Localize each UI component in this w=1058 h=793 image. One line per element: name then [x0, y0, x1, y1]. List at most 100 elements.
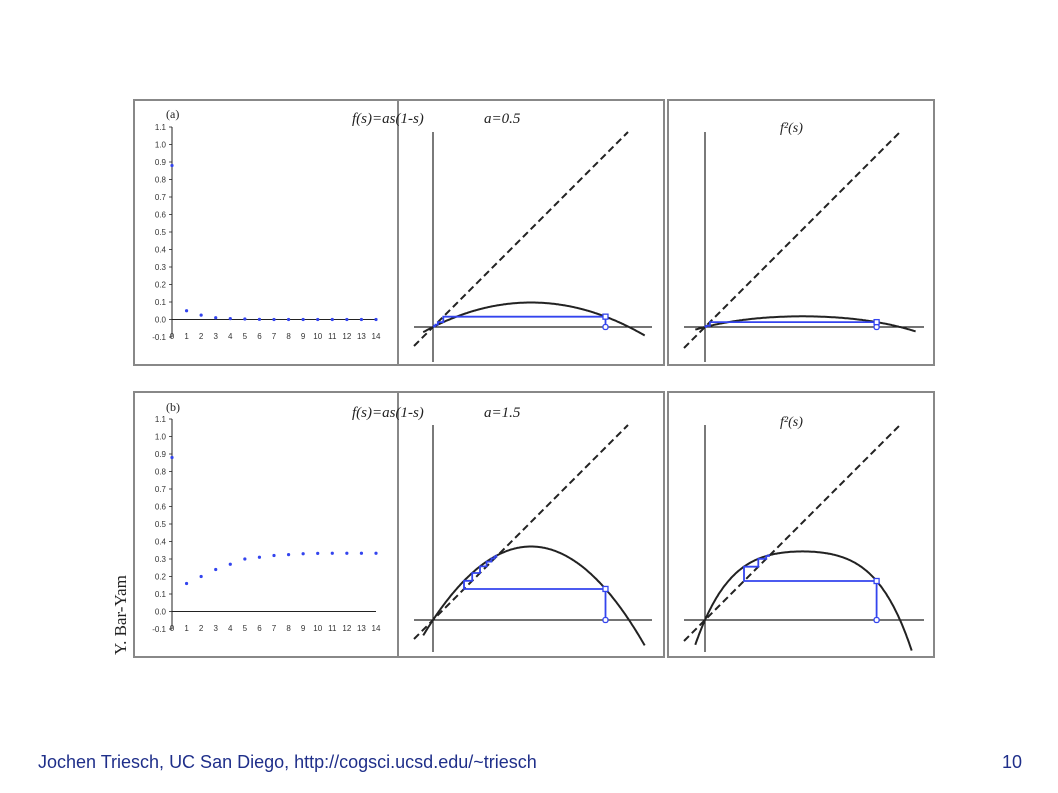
- panel-b-timeseries-x-tick-label: 3: [213, 624, 218, 633]
- panel-b-timeseries-x-tick-label: 0: [170, 624, 175, 633]
- panel-b-map-cobweb-path: [463, 554, 607, 620]
- panel-a-timeseries-data-point: [184, 309, 189, 313]
- panel-a-timeseries-data-point: [374, 317, 378, 322]
- panel-b-timeseries-y-tick-label: 0.7: [155, 485, 167, 494]
- panel-a-timeseries-data-point: [170, 163, 174, 168]
- panel-b-param: a=1.5: [484, 405, 521, 421]
- panel-a-f2-label: f²(s): [780, 121, 803, 136]
- panel-b-map-start-marker: [602, 616, 609, 624]
- panel-a-timeseries-frame: [133, 99, 399, 366]
- panel-a-timeseries-data-point: [330, 317, 334, 322]
- panel-b-timeseries-y-tick-label: 0.0: [155, 608, 167, 617]
- panel-a-timeseries-x-tick-label: 2: [199, 332, 204, 341]
- panel-b-timeseries-y-tick-label: 0.2: [155, 573, 167, 582]
- panel-a-f2-identity-line: [683, 131, 901, 349]
- panel-b-timeseries-data-point: [330, 551, 334, 555]
- panel-a-timeseries-y-tick-label: 0.2: [155, 281, 167, 290]
- panel-b-timeseries-x-tick-label: 9: [301, 624, 306, 633]
- author-credit-text: Y. Bar-Yam: [111, 575, 130, 655]
- panel-b-timeseries-y-tick-label: 1.1: [155, 415, 167, 424]
- panel-a-map-cobweb-path: [432, 315, 607, 328]
- panel-a-f2-cobweb-path: [704, 321, 878, 328]
- panel-b-timeseries-data-point: [184, 581, 189, 586]
- panel-a-timeseries-data-point: [214, 316, 218, 320]
- panel-b-timeseries-y-tick-label: -0.1: [152, 625, 166, 634]
- panel-b-timeseries-x-tick-label: 8: [286, 624, 291, 633]
- panel-b-timeseries-data-point: [286, 553, 291, 557]
- panel-b-timeseries-y-tick-label: 0.9: [155, 450, 167, 459]
- panel-b-map-first-iterate-marker: [602, 585, 609, 593]
- panel-a-timeseries-y-tick-label: 0.0: [155, 316, 167, 325]
- panel-b-timeseries-data-point: [345, 551, 349, 555]
- author-credit: Y. Bar-Yam: [111, 575, 130, 655]
- panel-b-timeseries-data-point: [228, 562, 232, 566]
- panel-a-timeseries-x-tick-label: 4: [228, 332, 233, 341]
- panel-b-timeseries-data-point: [301, 552, 305, 556]
- panel-a-timeseries-x-tick-label: 8: [286, 332, 291, 341]
- panel-a-timeseries-x-tick-label: 7: [272, 332, 277, 341]
- panel-a-timeseries-data-point: [359, 317, 364, 322]
- panel-b-timeseries-x-tick-label: 5: [243, 624, 248, 633]
- panel-b-timeseries-y-tick-label: 0.5: [155, 520, 167, 529]
- panel-a-timeseries-y-tick-label: 0.5: [155, 228, 167, 237]
- panel-b-equation: f(s)=as(1-s): [352, 405, 424, 421]
- panel-a-timeseries-y-tick-label: 1.0: [155, 141, 167, 150]
- panel-a-timeseries-x-tick-label: 13: [357, 332, 366, 341]
- plots-layer: 1.1 1.0 0.9 0.8 0.7 0.6 0.5 0.4 0.3 0.2 0.1 0.0 -0.1…: [152, 123, 924, 652]
- panel-b-timeseries-data-point: [316, 551, 320, 556]
- panel-a-label: (a): [166, 107, 179, 121]
- panel-a-timeseries-x-tick-label: 1: [184, 332, 189, 341]
- panel-a-f2-first-iterate-marker: [873, 318, 880, 326]
- panel-b-label: (b): [166, 400, 180, 414]
- panel-b-f2-start-marker: [873, 616, 880, 624]
- panel-b-timeseries-data-point: [199, 574, 203, 579]
- panel-a-timeseries-y-tick-label: -0.1: [152, 333, 166, 342]
- panel-b-timeseries-y-tick-label: 0.8: [155, 468, 167, 477]
- panel-b-timeseries-data-point: [214, 567, 218, 572]
- panel-a-timeseries-data-point: [199, 313, 203, 317]
- panel-b-f2-first-iterate-marker: [873, 577, 880, 585]
- panel-b-timeseries-x-tick-label: 2: [199, 624, 204, 633]
- panel-a-timeseries-x-tick-label: 14: [372, 332, 381, 341]
- panel-b-map-frame: [397, 391, 665, 658]
- panel-a-timeseries-data-point: [345, 317, 349, 322]
- panel-a-param: a=0.5: [484, 111, 521, 127]
- panel-b-timeseries-data-point: [374, 551, 378, 555]
- panel-a-timeseries-y-tick-label: 0.8: [155, 176, 167, 185]
- panel-b-timeseries-y-tick-label: 0.4: [155, 538, 167, 547]
- panel-a-timeseries-data-point: [272, 317, 276, 322]
- panel-a-map-start-marker: [602, 323, 609, 331]
- panel-b-timeseries-data-point: [272, 553, 276, 558]
- panel-a-timeseries-x-tick-label: 11: [328, 332, 337, 341]
- panel-b-timeseries-y-tick-label: 0.1: [155, 590, 167, 599]
- panel-a-timeseries-x-tick-label: 5: [243, 332, 248, 341]
- footer-text: Jochen Triesch, UC San Diego, http://cog…: [38, 752, 537, 772]
- panel-b-f2-identity-line: [683, 424, 901, 642]
- panel-a-equation: f(s)=as(1-s): [352, 111, 424, 127]
- panel-b-map-identity-line: [413, 424, 629, 640]
- panel-b-timeseries-x-tick-label: 10: [313, 624, 322, 633]
- panel-a-timeseries-x-tick-label: 10: [313, 332, 322, 341]
- panel-a-timeseries-y-tick-label: 0.9: [155, 158, 167, 167]
- panel-a-timeseries-data-point: [301, 317, 305, 322]
- panel-a-map-identity-line: [413, 131, 629, 347]
- panel-b-timeseries-x-tick-label: 14: [372, 624, 381, 633]
- panel-b-timeseries-x-tick-label: 1: [184, 624, 189, 633]
- panel-a-timeseries-x-tick-label: 12: [342, 332, 351, 341]
- panel-a-timeseries-y-tick-label: 0.4: [155, 246, 167, 255]
- panel-a-timeseries-y-tick-label: 1.1: [155, 123, 167, 132]
- page-number: 10: [1001, 752, 1022, 772]
- panel-b-timeseries-x-tick-label: 13: [357, 624, 366, 633]
- panel-a-map-frame: [397, 99, 665, 366]
- panel-a-timeseries-data-point: [228, 317, 232, 321]
- panel-b-timeseries-y-tick-label: 0.3: [155, 555, 167, 564]
- panel-b-f2-label: f²(s): [780, 415, 803, 430]
- panel-a-timeseries-y-tick-label: 0.3: [155, 263, 167, 272]
- panel-b-timeseries-y-tick-label: 0.6: [155, 503, 167, 512]
- panel-b-timeseries-data-point: [170, 455, 174, 460]
- panel-b-timeseries-x-tick-label: 12: [342, 624, 351, 633]
- panel-b-timeseries-data-point: [359, 551, 364, 555]
- panel-b-timeseries-x-tick-label: 6: [257, 624, 262, 633]
- panel-a-timeseries-x-tick-label: 6: [257, 332, 262, 341]
